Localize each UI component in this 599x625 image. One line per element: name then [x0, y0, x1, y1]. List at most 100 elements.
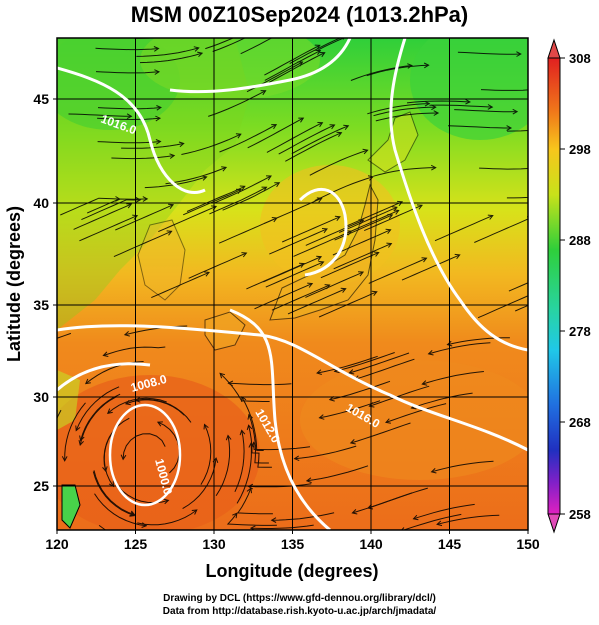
streamline: [429, 104, 493, 108]
streamline: [364, 204, 423, 232]
streamline: [158, 205, 217, 233]
streamline: [508, 282, 528, 292]
streamline-arrowhead: [346, 230, 353, 236]
streamline-arrowhead: [241, 252, 248, 258]
streamline: [68, 113, 132, 117]
streamline: [218, 217, 278, 244]
streamline: [268, 52, 325, 83]
streamline-arrowhead: [142, 196, 149, 202]
streamline: [385, 403, 447, 423]
streamline: [60, 197, 120, 216]
streamline: [281, 216, 341, 243]
streamline: [431, 460, 494, 473]
streamline: [212, 38, 246, 52]
streamline: [350, 65, 412, 81]
streamline-arrowhead: [372, 25, 377, 30]
streamline: [226, 512, 277, 526]
streamline: [79, 395, 118, 446]
streamline-arrowhead: [385, 228, 392, 235]
streamline-arrowhead: [421, 380, 428, 386]
streamline-arrowhead: [358, 271, 365, 277]
streamline-arrowhead: [319, 52, 326, 58]
streamline: [368, 257, 427, 284]
streamline-arrowhead: [562, 265, 567, 269]
streamline: [422, 371, 484, 385]
streamline: [293, 230, 352, 257]
streamline: [406, 100, 470, 104]
colorbar-tick-label: 268: [569, 415, 591, 430]
streamline: [334, 352, 395, 372]
streamline: [271, 512, 335, 521]
streamline: [264, 50, 321, 81]
streamline-arrowhead: [166, 230, 173, 236]
streamline-arrowhead: [102, 351, 109, 357]
streamline-arrowhead: [232, 512, 238, 519]
streamline: [103, 427, 117, 487]
streamline-arrowhead: [155, 139, 162, 145]
credits: Drawing by DCL (https://www.gfd-dennou.o…: [0, 592, 599, 618]
y-tick-label: 25: [33, 478, 49, 494]
streamline: [222, 182, 280, 211]
streamline-arrowhead: [129, 511, 136, 517]
streamline: [373, 167, 436, 177]
streamline: [314, 176, 374, 202]
streamline-arrowhead: [261, 186, 268, 192]
streamline-arrowhead: [465, 98, 471, 105]
streamline-arrowhead: [329, 124, 336, 130]
streamline: [401, 254, 460, 281]
streamline-arrowhead: [487, 214, 494, 220]
streamline-arrowhead: [431, 104, 437, 111]
streamline-arrowhead: [291, 24, 296, 28]
streamline: [306, 465, 369, 482]
streamline-arrowhead: [191, 509, 198, 515]
streamline: [447, 125, 511, 129]
streamline: [344, 201, 403, 228]
streamline-arrowhead: [274, 182, 281, 188]
streamline-arrowhead: [305, 477, 312, 484]
streamline: [57, 332, 72, 339]
streamline-arrowhead: [235, 133, 242, 139]
streamline: [228, 382, 292, 386]
streamline-arrowhead: [351, 509, 358, 515]
streamline-arrowhead: [227, 380, 234, 387]
streamline: [94, 493, 147, 527]
y-tick-label: 40: [33, 195, 49, 211]
streamline-arrowhead: [47, 466, 52, 471]
streamline: [115, 204, 174, 231]
streamline: [269, 228, 328, 255]
y-axis-label: Latitude (degrees): [4, 206, 24, 362]
streamline-arrowhead: [393, 209, 400, 215]
streamline-arrowhead: [315, 49, 322, 55]
streamline: [137, 509, 198, 526]
streamline: [151, 271, 210, 299]
streamline: [213, 175, 272, 204]
streamline-arrowhead: [106, 408, 113, 414]
streamline-arrowhead: [373, 251, 380, 257]
x-tick-label: 135: [281, 536, 305, 552]
streamline: [86, 198, 148, 214]
streamline-arrowhead: [163, 498, 170, 505]
streamline: [92, 471, 135, 517]
isobars: [57, 38, 528, 530]
streamline-arrowhead: [316, 369, 322, 375]
streamline-arrowhead: [156, 105, 162, 111]
streamline-arrowhead: [307, 282, 314, 288]
streamline-arrowhead: [328, 396, 335, 402]
streamline-arrowhead: [412, 514, 419, 521]
streamline-arrowhead: [516, 51, 522, 57]
streamline-arrowhead: [362, 148, 369, 155]
streamline: [73, 203, 132, 230]
streamline: [97, 107, 161, 110]
streamline: [507, 130, 528, 132]
x-tick-labels: 120 125 130 135 140 145 150: [45, 536, 540, 552]
streamline-arrowhead: [318, 261, 325, 267]
streamline: [317, 355, 378, 374]
streamline: [111, 155, 175, 160]
streamline-arrowhead: [430, 164, 437, 171]
streamline: [246, 263, 305, 290]
x-tick-label: 130: [202, 536, 226, 552]
streamline: [305, 219, 364, 246]
streamline: [413, 503, 475, 520]
y-tick-label: 35: [33, 297, 49, 313]
streamline: [434, 215, 493, 242]
